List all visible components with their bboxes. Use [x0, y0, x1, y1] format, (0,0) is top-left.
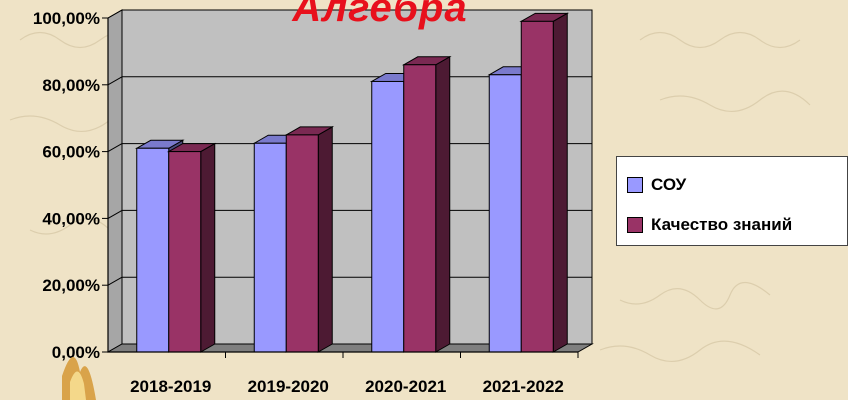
legend-swatch-sou: [627, 177, 643, 193]
chart-title: Алгебра: [250, 0, 510, 31]
bar: [404, 57, 450, 352]
bar-side: [201, 144, 215, 352]
legend-swatch-quality: [627, 217, 643, 233]
bar-side: [553, 13, 567, 352]
bar-front: [286, 135, 318, 352]
x-tick-label: 2019-2020: [248, 377, 329, 396]
bar-front: [404, 65, 436, 352]
bar-front: [137, 148, 169, 352]
legend-label-sou: СОУ: [651, 175, 686, 195]
bar-front: [169, 152, 201, 352]
y-tick-label: 100,00%: [33, 9, 100, 28]
legend-label-quality: Качество знаний: [651, 215, 792, 235]
bar-front: [254, 143, 286, 352]
candle-decoration: [62, 357, 96, 400]
bar: [286, 127, 332, 352]
legend: СОУ Качество знаний: [616, 156, 848, 246]
bar: [169, 144, 215, 352]
x-tick-label: 2018-2019: [130, 377, 211, 396]
bar-side: [318, 127, 332, 352]
legend-item-sou: СОУ: [627, 175, 686, 195]
y-tick-label: 60,00%: [42, 143, 100, 162]
x-tick-label: 2020-2021: [365, 377, 446, 396]
side-wall: [108, 10, 122, 352]
y-tick-label: 80,00%: [42, 76, 100, 95]
bar-side: [436, 57, 450, 352]
x-tick-label: 2021-2022: [483, 377, 564, 396]
bar-front: [372, 81, 404, 352]
legend-item-quality: Качество знаний: [627, 215, 792, 235]
y-tick-label: 40,00%: [42, 209, 100, 228]
y-tick-label: 20,00%: [42, 276, 100, 295]
bar-front: [489, 75, 521, 352]
bar: [521, 13, 567, 352]
bar-front: [521, 21, 553, 352]
